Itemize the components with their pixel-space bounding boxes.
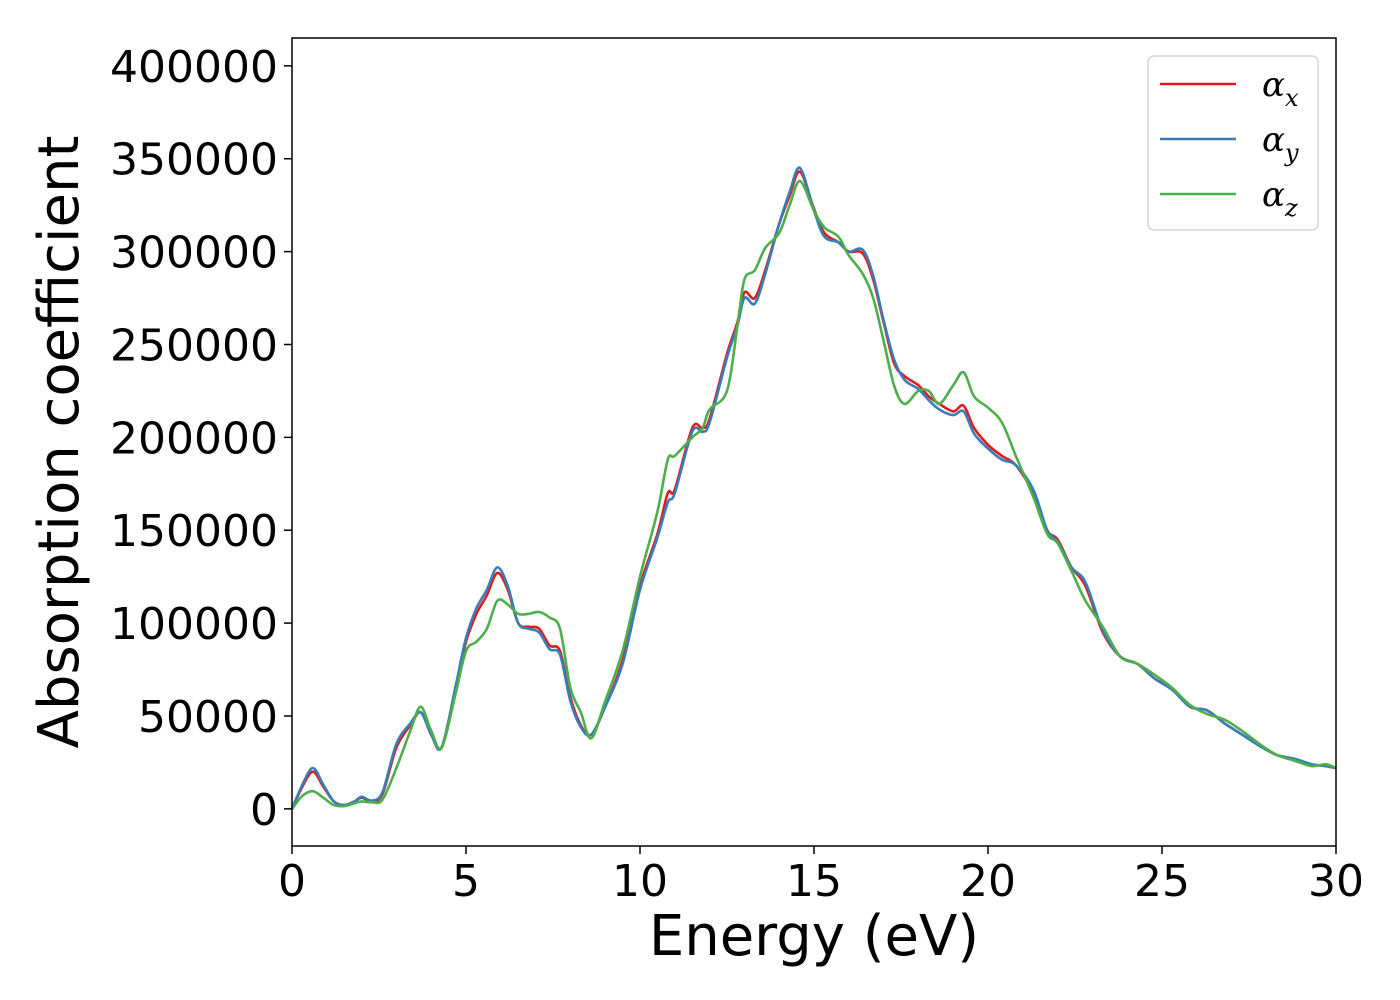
y-tick-label: 200000 — [110, 413, 278, 464]
y-tick-label: 250000 — [110, 320, 278, 371]
y-axis: 0 50000 100000 150000 200000 250000 300000 3500… — [110, 42, 292, 836]
x-tick-label: 15 — [786, 856, 842, 907]
y-tick-label: 350000 — [110, 135, 278, 186]
x-tick-label: 10 — [612, 856, 668, 907]
y-tick-label: 300000 — [110, 228, 278, 279]
y-axis-title: Absorption coefficient — [27, 136, 92, 749]
x-tick-label: 25 — [1134, 856, 1190, 907]
y-tick-label: 50000 — [138, 692, 278, 743]
series-line-alpha-z — [290, 179, 1337, 810]
x-axis: 0 5 10 15 20 25 30 — [278, 846, 1364, 907]
x-tick-label: 0 — [278, 856, 306, 907]
series-layer — [290, 166, 1337, 810]
x-tick-label: 5 — [452, 856, 480, 907]
legend-label-alpha-y: αy — [1262, 120, 1299, 167]
y-tick-label: 400000 — [110, 42, 278, 93]
legend-box — [1147, 55, 1319, 231]
x-tick-label: 30 — [1308, 856, 1364, 907]
y-tick-label: 150000 — [110, 506, 278, 557]
x-tick-label: 20 — [960, 856, 1016, 907]
y-tick-label: 0 — [250, 785, 278, 836]
y-tick-label: 100000 — [110, 599, 278, 650]
x-axis-title: Energy (eV) — [649, 904, 979, 969]
